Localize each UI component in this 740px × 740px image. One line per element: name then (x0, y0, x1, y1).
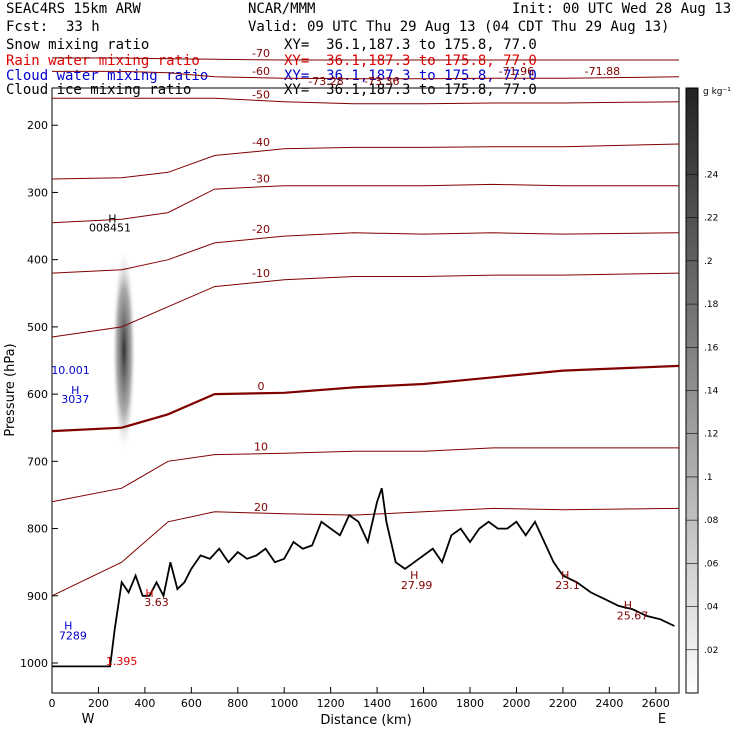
field-xy-cloud-water: XY= 36.1,187.3 to 175.8, 77.0 (284, 68, 537, 84)
field-xy-rain: XY= 36.1,187.3 to 175.8, 77.0 (284, 53, 537, 69)
valid-time: Valid: 09 UTC Thu 29 Aug 13 (04 CDT Thu … (248, 19, 670, 35)
y-tick-label-0: 200 (27, 119, 48, 132)
annotation-17: 23.1 (555, 579, 580, 592)
annotation-7: H (71, 384, 79, 397)
colorbar-tick-label-9: .2 (704, 257, 713, 267)
forecast-hour: 33 h (66, 19, 100, 35)
y-tick-label-6: 800 (27, 523, 48, 536)
terrain-line (52, 487, 675, 668)
annotation-10: 7289 (59, 629, 87, 642)
plot-frame (51, 87, 680, 694)
colorbar-tick-label-6: .14 (704, 387, 719, 397)
contour-label-9: 20 (254, 501, 268, 514)
x-tick-label-5: 1000 (270, 697, 298, 710)
contour-label-0: -70 (252, 47, 270, 60)
contour-label-5: -20 (252, 223, 270, 236)
x-tick-label-2: 400 (134, 697, 155, 710)
colorbar-tick-label-5: .12 (704, 430, 718, 440)
colorbar-tick-label-8: .18 (704, 300, 719, 310)
contour-label-8: 10 (254, 440, 268, 453)
contour-label-3: -40 (252, 136, 270, 149)
annotation-16: H (561, 569, 569, 582)
field-name-rain: Rain water mixing ratio (6, 53, 200, 69)
temperature-contour-0 (52, 57, 679, 61)
snow-shading (111, 246, 136, 455)
x-tick-label-7: 1400 (363, 697, 391, 710)
east-endpoint-label: E (658, 712, 666, 727)
field-name-cloud-ice: Cloud ice mixing ratio (6, 82, 192, 98)
annotation-8: 3037 (61, 393, 89, 406)
x-tick-label-0: 0 (49, 697, 56, 710)
annotation-12: H (145, 587, 153, 600)
y-tick-label-1: 300 (27, 186, 48, 199)
colorbar-tick-label-0: .02 (704, 646, 718, 656)
field-xy-cloud-ice: XY= 36.1,187.3 to 175.8, 77.0 (284, 82, 537, 98)
temperature-contour-1 (52, 70, 680, 80)
west-endpoint-label: W (82, 712, 95, 727)
contour-label-7: 0 (258, 380, 265, 393)
x-tick-label-4: 800 (227, 697, 248, 710)
colorbar-unit: g kg⁻¹ (703, 87, 731, 97)
colorbar-tick-label-3: .08 (704, 516, 719, 526)
annotation-5: 008451 (89, 221, 131, 234)
temperature-contour-8 (51, 447, 679, 503)
y-tick-label-8: 1000 (20, 657, 48, 670)
contour-label-4: -30 (252, 173, 270, 186)
y-tick-label-3: 500 (27, 321, 48, 334)
colorbar-tick-label-10: .22 (704, 214, 718, 224)
temperature-contour-9 (51, 507, 680, 597)
annotation-15: 27.99 (401, 579, 433, 592)
x-tick-label-8: 1600 (410, 697, 438, 710)
temperature-contour-7 (51, 364, 680, 433)
annotation-14: H (410, 569, 418, 582)
field-name-cloud-water: Cloud water mixing ratio (6, 68, 209, 84)
annotation-3: -71.88 (585, 65, 620, 78)
forecast-label: Fcst: (6, 19, 49, 35)
y-tick-label-2: 400 (27, 254, 48, 267)
annotation-11: 1.395 (106, 655, 138, 668)
colorbar-tick-label-4: .1 (704, 473, 713, 483)
contour-label-6: -10 (252, 267, 270, 280)
annotation-9: H (64, 619, 72, 632)
x-tick-label-1: 200 (88, 697, 109, 710)
x-tick-label-6: 1200 (317, 697, 345, 710)
temperature-contour-6 (51, 272, 680, 338)
model-title: SEAC4RS 15km ARW (6, 1, 141, 17)
y-axis-label: Pressure (hPa) (3, 343, 18, 436)
annotation-6: 10.001 (51, 364, 90, 377)
annotation-1: -73.36 (364, 75, 399, 88)
x-tick-label-12: 2400 (595, 697, 623, 710)
x-axis-label: Distance (km) (320, 713, 411, 728)
temperature-contour-4 (51, 183, 679, 224)
y-tick-label-4: 600 (27, 388, 48, 401)
temperature-contour-3 (51, 143, 680, 180)
colorbar-tick-label-11: .24 (704, 170, 719, 180)
contour-label-1: -60 (252, 65, 270, 78)
x-tick-label-9: 1800 (456, 697, 484, 710)
temperature-contour-5 (51, 232, 680, 274)
temperature-contour-2 (52, 97, 680, 105)
x-tick-label-13: 2600 (642, 697, 670, 710)
x-tick-label-3: 600 (181, 697, 202, 710)
annotation-2: -71.96 (499, 65, 534, 78)
annotation-4: H (108, 213, 116, 226)
annotation-18: H (624, 599, 632, 612)
annotation-0: -73.28 (308, 75, 343, 88)
y-tick-label-7: 900 (27, 590, 48, 603)
contour-label-2: -50 (252, 89, 270, 102)
field-xy-snow: XY= 36.1,187.3 to 175.8, 77.0 (284, 37, 537, 53)
colorbar-tick-label-7: .16 (704, 343, 719, 353)
x-tick-label-11: 2200 (549, 697, 577, 710)
x-tick-label-10: 2000 (502, 697, 530, 710)
y-tick-label-5: 700 (27, 455, 48, 468)
colorbar-tick-label-2: .06 (704, 559, 719, 569)
colorbar-tick-label-1: .04 (704, 603, 719, 613)
init-time: Init: 00 UTC Wed 28 Aug 13 (512, 1, 732, 17)
annotation-13: 3.63 (144, 596, 169, 609)
field-name-snow: Snow mixing ratio (6, 37, 150, 53)
annotation-19: 25.67 (617, 609, 649, 622)
org-label: NCAR/MMM (248, 1, 316, 17)
